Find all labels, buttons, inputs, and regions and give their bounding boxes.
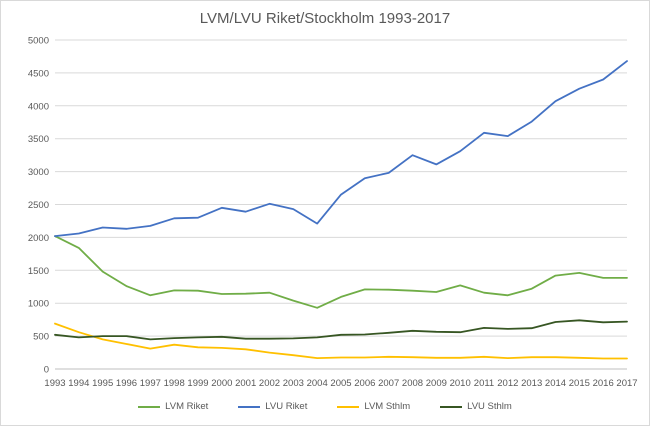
chart-title: LVM/LVU Riket/Stockholm 1993-2017	[199, 10, 451, 27]
x-tick-label: 2007	[378, 378, 399, 389]
y-tick-label: 2500	[28, 200, 49, 211]
y-tick-label: 2000	[28, 233, 49, 244]
x-tick-label: 2006	[354, 378, 375, 389]
x-tick-label: 2012	[497, 378, 518, 389]
y-tick-label: 500	[33, 332, 49, 343]
legend-swatch	[238, 405, 261, 408]
legend-item: LVU Riket	[238, 401, 307, 412]
legend-item: LVM Sthlm	[337, 401, 410, 412]
legend-label: LVM Riket	[165, 401, 209, 412]
x-tick-label: 1997	[140, 378, 161, 389]
legend-item: LVM Riket	[138, 401, 208, 412]
x-tick-label: 2014	[545, 378, 566, 389]
series-lines	[54, 60, 628, 360]
legend-label: LVM Sthlm	[364, 401, 411, 412]
x-tick-label: 2001	[235, 378, 256, 389]
x-tick-label: 1993	[44, 378, 65, 389]
x-tick-label: 2008	[402, 378, 423, 389]
legend-swatch	[138, 405, 161, 408]
y-tick-label: 0	[44, 365, 49, 376]
series-line-lvu-riket	[54, 60, 628, 238]
y-tick-label: 4000	[28, 101, 49, 112]
x-tick-label: 2017	[616, 378, 637, 389]
series-line-lvm-riket	[54, 235, 628, 309]
axes: 0 500 1000 1500 2000 2500 3000 3500 4000 4500 5000…	[28, 36, 638, 390]
x-tick-label: 2003	[283, 378, 304, 389]
legend-label: LVU Riket	[265, 401, 308, 412]
x-tick-label: 1996	[116, 378, 137, 389]
x-tick-label: 1995	[92, 378, 113, 389]
y-tick-label: 5000	[28, 36, 49, 47]
y-tick-label: 3000	[28, 167, 49, 178]
x-tick-label: 1994	[68, 378, 89, 389]
x-tick-label: 2004	[307, 378, 328, 389]
legend-label: LVU Sthlm	[467, 401, 512, 412]
y-tick-label: 1500	[28, 266, 49, 277]
y-tick-label: 3500	[28, 134, 49, 145]
x-tick-label: 1998	[164, 378, 185, 389]
x-tick-label: 2009	[426, 378, 447, 389]
legend-item: LVU Sthlm	[440, 401, 512, 412]
series-line-lvu-sthlm	[54, 319, 628, 341]
x-tick-label: 2010	[450, 378, 471, 389]
x-tick-label: 2011	[474, 378, 494, 389]
y-tick-label: 4500	[28, 68, 49, 79]
legend-swatch	[337, 405, 360, 408]
x-tick-label: 2013	[521, 378, 542, 389]
legend: LVM Riket LVU Riket LVM Sthlm LVU Sthlm	[1, 401, 649, 412]
gridlines	[55, 39, 627, 370]
legend-swatch	[440, 405, 463, 408]
x-tick-label: 2015	[569, 378, 590, 389]
x-tick-label: 2005	[330, 378, 351, 389]
x-tick-label: 2002	[259, 378, 280, 389]
x-tick-label: 2016	[593, 378, 614, 389]
x-tick-label: 1999	[187, 378, 208, 389]
x-tick-label: 2000	[211, 378, 232, 389]
series-line-lvm-sthlm	[54, 322, 628, 360]
y-tick-label: 1000	[28, 299, 49, 310]
